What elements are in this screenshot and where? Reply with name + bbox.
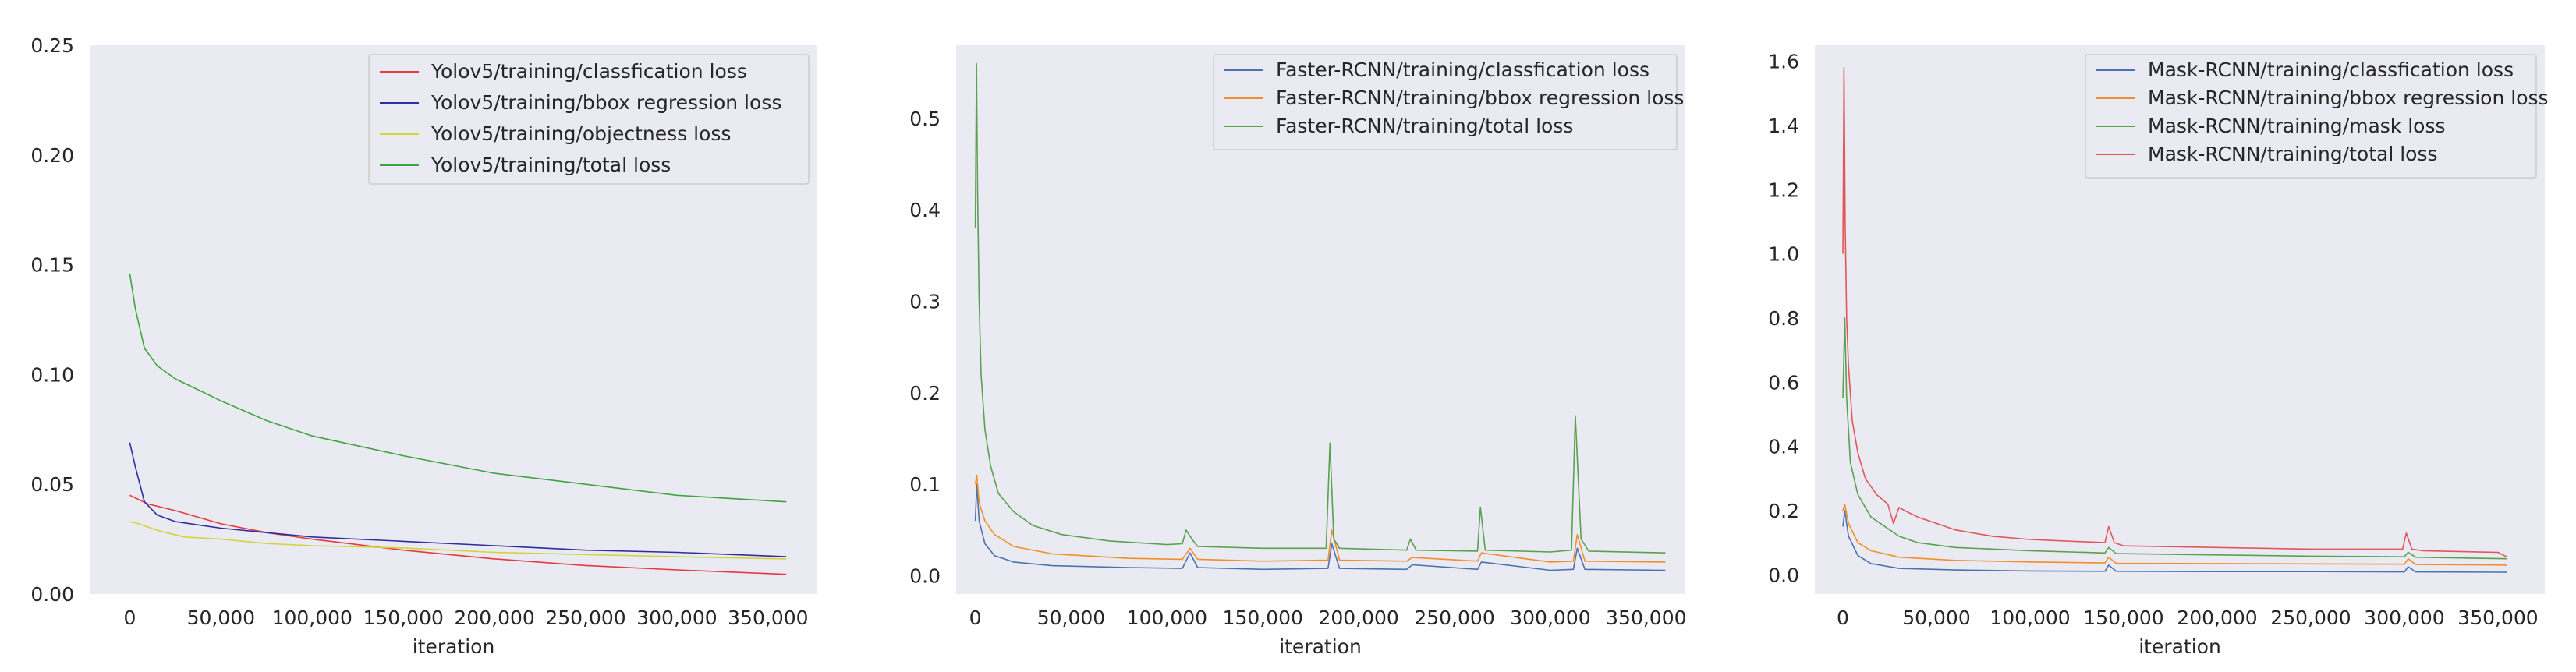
y-tick-label: 0.00 xyxy=(30,583,74,606)
x-axis-label: iteration xyxy=(2138,635,2221,658)
series-line-4 xyxy=(129,273,787,503)
series-line-2 xyxy=(1842,503,2508,566)
legend-label-1: Mask-RCNN/training/classfication loss xyxy=(2148,58,2514,81)
x-axis-label: iteration xyxy=(413,635,495,658)
x-tick-label: 350,000 xyxy=(728,607,808,629)
legend-label-2: Faster-RCNN/training/bbox regression los… xyxy=(1276,87,1684,109)
x-tick-label: 300,000 xyxy=(636,607,717,629)
x-tick-label: 300,000 xyxy=(1510,607,1590,629)
legend: Yolov5/training/classfication loss Yolov5… xyxy=(368,54,810,185)
chart-panel-2: 0 50,000 100,000 150,000 200,000 250,000 300,0… xyxy=(909,45,1687,658)
y-tick-label: 0.0 xyxy=(1768,564,1799,586)
y-tick-label: 0.3 xyxy=(909,291,941,313)
y-tick-label: 0.0 xyxy=(909,565,941,588)
y-tick-label: 0.25 xyxy=(30,34,74,57)
series-line-3 xyxy=(974,62,1666,554)
x-tick-label: 100,000 xyxy=(272,607,353,629)
legend-box xyxy=(2085,54,2537,179)
y-tick-label: 0.5 xyxy=(909,108,941,130)
legend-label-3: Yolov5/training/objectness loss xyxy=(431,122,731,145)
chart-panel-1: 0 50,000 100,000 150,000 200,000 250,000 300,0… xyxy=(30,34,817,658)
y-tick-label: 0.2 xyxy=(1768,500,1799,522)
legend-label-1: Yolov5/training/classfication loss xyxy=(431,60,747,83)
y-tick-label: 1.6 xyxy=(1768,51,1799,73)
series-line-1 xyxy=(129,494,787,575)
legend-box xyxy=(1213,54,1678,150)
x-tick-label: 250,000 xyxy=(1414,607,1494,629)
x-tick-label: 250,000 xyxy=(2270,607,2351,629)
x-tick-label: 250,000 xyxy=(545,607,625,629)
x-tick-label: 150,000 xyxy=(2083,607,2163,629)
x-tick-label: 50,000 xyxy=(187,607,255,629)
y-tick-label: 1.0 xyxy=(1768,243,1799,266)
y-tick-label: 0.6 xyxy=(1768,371,1799,394)
legend-label-2: Yolov5/training/bbox regression loss xyxy=(431,91,781,114)
y-tick-label: 0.1 xyxy=(909,473,941,496)
x-tick-label: 0 xyxy=(1837,607,1849,629)
chart-panel-3: 0 50,000 100,000 150,000 200,000 250,000 300,0… xyxy=(1768,45,2549,658)
y-tick-label: 1.2 xyxy=(1768,179,1799,201)
series-line-4 xyxy=(1842,67,2508,558)
y-tick-label: 0.8 xyxy=(1768,307,1799,330)
y-tick-label: 1.4 xyxy=(1768,115,1799,137)
legend-label-2: Mask-RCNN/training/bbox regression loss xyxy=(2148,87,2549,109)
legend: Faster-RCNN/training/classfication loss F… xyxy=(1213,54,1684,150)
y-tick-label: 0.4 xyxy=(1768,436,1799,458)
x-tick-label: 50,000 xyxy=(1902,607,1970,629)
legend-label-3: Faster-RCNN/training/total loss xyxy=(1276,115,1573,137)
x-tick-label: 100,000 xyxy=(1127,607,1207,629)
series-line-2 xyxy=(974,474,1666,563)
series-line-3 xyxy=(1842,317,2508,560)
x-tick-label: 50,000 xyxy=(1037,607,1105,629)
x-tick-label: 0 xyxy=(969,607,982,629)
x-axis-label: iteration xyxy=(1279,635,1362,658)
y-tick-label: 0.05 xyxy=(30,473,74,496)
series-line-1 xyxy=(1842,510,2508,573)
x-tick-label: 150,000 xyxy=(1223,607,1303,629)
legend: Mask-RCNN/training/classfication loss Mas… xyxy=(2085,54,2549,179)
x-tick-label: 150,000 xyxy=(363,607,444,629)
y-tick-label: 0.20 xyxy=(30,144,74,167)
y-tick-label: 0.15 xyxy=(30,254,74,277)
y-tick-label: 0.2 xyxy=(909,382,941,405)
x-tick-label: 0 xyxy=(123,607,136,629)
legend-label-1: Faster-RCNN/training/classfication loss xyxy=(1276,58,1649,81)
x-tick-label: 200,000 xyxy=(1318,607,1398,629)
series-line-3 xyxy=(129,521,787,560)
legend-label-4: Yolov5/training/total loss xyxy=(431,154,671,176)
x-tick-label: 200,000 xyxy=(454,607,534,629)
x-tick-label: 350,000 xyxy=(2457,607,2538,629)
legend-label-3: Mask-RCNN/training/mask loss xyxy=(2148,115,2446,137)
x-tick-label: 200,000 xyxy=(2177,607,2257,629)
x-tick-label: 300,000 xyxy=(2364,607,2444,629)
x-tick-label: 100,000 xyxy=(1990,607,2070,629)
series-line-2 xyxy=(129,442,787,557)
x-tick-label: 350,000 xyxy=(1606,607,1686,629)
legend-box xyxy=(368,54,810,185)
legend-label-4: Mask-RCNN/training/total loss xyxy=(2148,143,2438,165)
series-line-1 xyxy=(974,483,1666,571)
y-tick-label: 0.10 xyxy=(30,363,74,386)
y-tick-label: 0.4 xyxy=(909,199,941,221)
